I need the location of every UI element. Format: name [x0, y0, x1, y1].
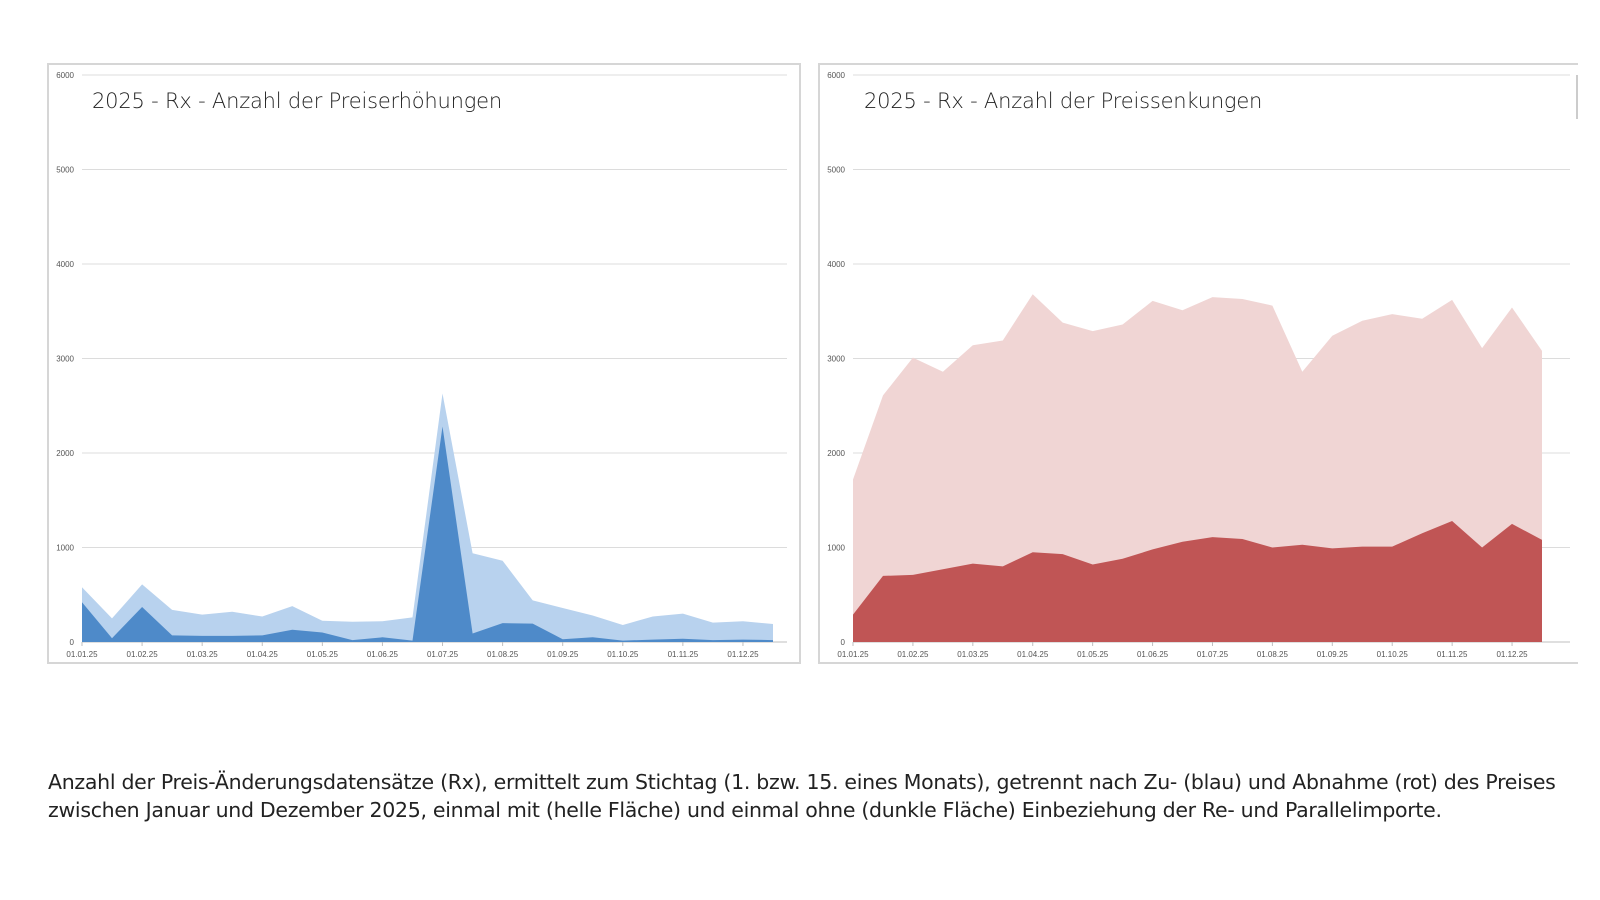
x-tick-label: 01.03.25 — [187, 650, 219, 659]
y-tick-label: 5000 — [56, 166, 74, 175]
y-tick-label: 5000 — [827, 166, 845, 175]
y-tick-label: 0 — [841, 638, 846, 647]
y-tick-label: 4000 — [827, 260, 845, 269]
y-tick-label: 6000 — [56, 71, 74, 80]
x-tick-label: 01.08.25 — [1257, 650, 1289, 659]
chart-title: 2025 - Rx - Anzahl der Preiserhöhungen — [92, 89, 502, 113]
area-chart-increases: 0 1000 2000 3000 4000 5000 6000 01.01.25 01.02.2… — [56, 71, 787, 659]
x-tick-label: 01.09.25 — [547, 650, 579, 659]
x-tick-label: 01.06.25 — [367, 650, 399, 659]
x-tick-label: 01.10.25 — [607, 650, 639, 659]
y-tick-label: 0 — [70, 638, 75, 647]
x-tick-label: 01.07.25 — [427, 650, 459, 659]
x-tick-label: 01.08.25 — [487, 650, 519, 659]
x-tick-label: 01.05.25 — [1077, 650, 1109, 659]
area-series-with-imports — [82, 393, 773, 642]
x-tick-label: 01.07.25 — [1197, 650, 1229, 659]
x-tick-label: 01.01.25 — [837, 650, 869, 659]
area-series-without-imports — [82, 426, 773, 642]
x-tick-label: 01.03.25 — [957, 650, 989, 659]
y-tick-label: 1000 — [827, 544, 845, 553]
y-tick-label: 6000 — [827, 71, 845, 80]
x-tick-label: 01.04.25 — [247, 650, 279, 659]
y-tick-label: 3000 — [56, 355, 74, 364]
x-tick-label: 01.09.25 — [1317, 650, 1349, 659]
scrollbar[interactable] — [1576, 75, 1578, 119]
x-tick-label: 01.12.25 — [727, 650, 759, 659]
chart-panel-price-increases: 0 1000 2000 3000 4000 5000 6000 01.01.25 01.02.2… — [47, 63, 801, 664]
area-chart-decreases: 0 1000 2000 3000 4000 5000 6000 01.01.25 01.02.2… — [827, 71, 1570, 659]
x-tick-label: 01.11.25 — [1437, 650, 1468, 659]
y-tick-label: 3000 — [827, 355, 845, 364]
x-tick-label: 01.01.25 — [66, 650, 98, 659]
chart-panel-price-decreases: 0 1000 2000 3000 4000 5000 6000 01.01.25 01.02.2… — [818, 63, 1578, 664]
area-series-without-imports — [853, 521, 1542, 642]
y-tick-label: 1000 — [56, 544, 74, 553]
x-tick-label: 01.10.25 — [1377, 650, 1409, 659]
y-tick-label: 2000 — [827, 449, 845, 458]
y-tick-label: 4000 — [56, 260, 74, 269]
x-tick-label: 01.02.25 — [127, 650, 159, 659]
y-tick-label: 2000 — [56, 449, 74, 458]
x-tick-label: 01.11.25 — [668, 650, 699, 659]
x-tick-label: 01.04.25 — [1017, 650, 1049, 659]
x-tick-label: 01.06.25 — [1137, 650, 1169, 659]
chart-title: 2025 - Rx - Anzahl der Preissenkungen — [864, 89, 1263, 113]
x-tick-label: 01.02.25 — [897, 650, 929, 659]
x-tick-label: 01.05.25 — [307, 650, 339, 659]
x-tick-label: 01.12.25 — [1496, 650, 1528, 659]
figure-caption: Anzahl der Preis-Änderungsdatensätze (Rx… — [48, 770, 1556, 822]
